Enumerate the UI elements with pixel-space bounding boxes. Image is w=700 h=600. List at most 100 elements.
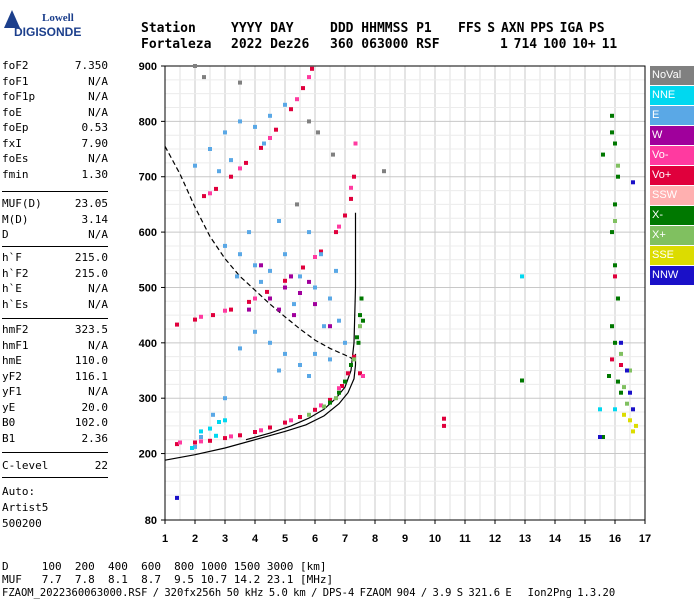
param-row: yF2 116.1 [2,369,108,385]
chart-point [310,66,314,71]
header-value-station: Fortaleza [141,37,212,52]
chart-point [193,317,197,322]
chart-point [175,442,179,447]
chart-point [358,324,362,329]
param-key: C-level [2,459,49,472]
chart-point [223,308,227,313]
param-value: N/A [88,297,108,311]
chart-point [349,363,353,367]
param-row: D N/A [2,227,108,243]
param-value: N/A [88,152,108,165]
param-key: hmE [2,354,22,367]
param-row: C-level 22 [2,458,108,474]
chart-point [328,357,332,362]
param-key: hmF2 [2,323,29,336]
chart-point [223,396,227,401]
header-label-date: YYYY DAY [231,21,294,36]
file-info: FZAOM_2022360063000.RSF / 320fx256h 50 k… [2,587,616,599]
chart-point [259,145,263,150]
chart-point [442,416,446,421]
chart-point [292,313,296,318]
chart-point [292,302,296,307]
chart-point [298,363,302,367]
param-key: foEs [2,152,29,165]
chart-point [238,433,242,438]
param-key: M(D) [2,212,29,226]
chart-point [352,174,356,179]
y-tick-label: 900 [139,61,157,73]
artist-code: 500200 [2,517,42,530]
chart-point [619,363,623,367]
header-value-date: 2022 Dez26 [231,37,310,52]
chart-point [613,141,617,146]
chart-point [616,174,620,179]
chart-point [289,274,293,279]
chart-point [268,268,272,273]
chart-point [283,102,287,107]
param-row: hmF1 N/A [2,338,108,354]
x-tick-label: 11 [459,533,471,545]
param-value: 110.0 [74,354,108,367]
chart-point [307,279,311,284]
param-row: foE N/A [2,105,108,121]
chart-point [295,97,299,102]
chart-point [253,296,257,301]
chart-point [349,196,353,201]
x-tick-label: 16 [609,533,621,545]
param-key: B0 [2,416,16,429]
legend-item-vo-: Vo+ [650,166,694,185]
x-tick-label: 6 [312,533,318,545]
chart-point [616,379,620,384]
legend-item-noval: NoVal [650,66,694,85]
chart-point [223,436,227,441]
param-value: 116.1 [74,369,108,383]
chart-point [265,289,269,294]
x-tick-label: 12 [489,533,501,545]
legend-item-vo-: Vo- [650,146,694,165]
param-row: M(D) 3.14 [2,212,108,228]
chart-point [277,368,281,373]
chart-point [631,407,635,412]
chart-point [211,412,215,417]
param-value: N/A [88,338,108,352]
chart-point [253,124,257,129]
param-value: 0.53 [81,121,109,134]
chart-point [334,268,338,273]
chart-point [199,439,203,444]
chart-point [238,252,242,257]
chart-point [247,307,251,312]
chart-point [601,152,605,157]
chart-point [613,274,617,279]
chart-point [610,324,614,329]
chart-point [307,75,311,80]
chart-point [301,86,305,91]
chart-point [238,80,242,85]
digisonde-logo: Lowell DIGISONDE [4,10,81,46]
chart-point [277,307,281,312]
chart-point [223,243,227,248]
chart-point [211,313,215,318]
param-row: h`F2 215.0 [2,266,108,282]
chart-point [214,433,218,438]
param-value: 2.36 [81,431,109,445]
chart-point [298,291,302,295]
chart-point [619,390,623,395]
chart-point [283,420,287,425]
chart-point [199,314,203,319]
chart-point [322,404,326,409]
chart-point [283,278,287,283]
chart-point [613,263,617,268]
param-row: foF2 7.350 [2,58,108,74]
param-value: 22 [94,459,108,472]
param-value: N/A [88,228,108,241]
param-value: N/A [88,385,108,398]
autoscale-label: Auto: [2,485,36,498]
param-value: 20.0 [81,400,109,414]
param-row: foEs N/A [2,151,108,167]
chart-point [343,340,347,345]
chart-point [613,202,617,207]
chart-point [307,412,311,417]
chart-point [247,230,251,235]
param-row: foF1 N/A [2,74,108,90]
param-key: foF2 [2,59,29,72]
